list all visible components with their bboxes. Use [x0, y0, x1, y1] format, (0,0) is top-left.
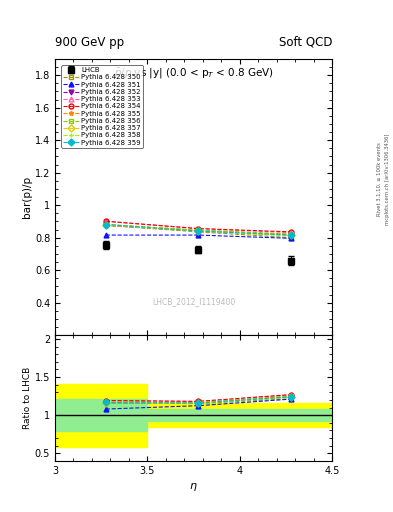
Line: Pythia 6.428 354: Pythia 6.428 354: [103, 219, 293, 234]
Line: Pythia 6.428 355: Pythia 6.428 355: [103, 222, 293, 237]
Pythia 6.428 351: [196, 232, 200, 238]
Text: LHCB_2012_I1119400: LHCB_2012_I1119400: [152, 297, 235, 307]
Line: Pythia 6.428 350: Pythia 6.428 350: [103, 223, 293, 240]
Line: Pythia 6.428 356: Pythia 6.428 356: [103, 222, 293, 237]
Y-axis label: Ratio to LHCB: Ratio to LHCB: [23, 367, 32, 429]
Pythia 6.428 358: [103, 221, 108, 227]
Pythia 6.428 352: [288, 232, 293, 238]
Pythia 6.428 356: [288, 231, 293, 238]
Text: $\bar{p}/p$ vs |y| (0.0 < p$_T$ < 0.8 GeV): $\bar{p}/p$ vs |y| (0.0 < p$_T$ < 0.8 Ge…: [114, 67, 274, 81]
Pythia 6.428 355: [196, 227, 200, 233]
Pythia 6.428 354: [288, 229, 293, 235]
Pythia 6.428 353: [103, 218, 108, 224]
Y-axis label: bar(p)/p: bar(p)/p: [22, 176, 32, 218]
Legend: LHCB, Pythia 6.428 350, Pythia 6.428 351, Pythia 6.428 352, Pythia 6.428 353, Py: LHCB, Pythia 6.428 350, Pythia 6.428 351…: [61, 65, 143, 148]
Line: Pythia 6.428 357: Pythia 6.428 357: [103, 223, 293, 238]
Text: Rivet 3.1.10, ≥ 100k events: Rivet 3.1.10, ≥ 100k events: [377, 142, 382, 216]
Line: Pythia 6.428 351: Pythia 6.428 351: [103, 232, 293, 241]
Pythia 6.428 351: [103, 232, 108, 238]
Pythia 6.428 355: [103, 221, 108, 227]
Text: 900 GeV pp: 900 GeV pp: [55, 36, 124, 49]
Bar: [55, 383, 147, 446]
Line: Pythia 6.428 358: Pythia 6.428 358: [103, 222, 293, 238]
Line: Pythia 6.428 359: Pythia 6.428 359: [103, 222, 293, 238]
Pythia 6.428 352: [103, 222, 108, 228]
Pythia 6.428 357: [288, 232, 293, 238]
Pythia 6.428 351: [288, 235, 293, 241]
Line: Pythia 6.428 352: Pythia 6.428 352: [103, 223, 293, 238]
Pythia 6.428 350: [103, 222, 108, 228]
Pythia 6.428 352: [196, 228, 200, 234]
Pythia 6.428 359: [196, 228, 200, 234]
Bar: [55, 399, 147, 431]
Pythia 6.428 358: [288, 233, 293, 239]
Text: Soft QCD: Soft QCD: [279, 36, 332, 49]
Pythia 6.428 354: [196, 225, 200, 231]
Pythia 6.428 359: [288, 232, 293, 238]
Pythia 6.428 356: [103, 221, 108, 227]
X-axis label: $\eta$: $\eta$: [189, 481, 198, 493]
Pythia 6.428 350: [288, 234, 293, 241]
Pythia 6.428 353: [196, 225, 200, 231]
Pythia 6.428 353: [288, 229, 293, 236]
Bar: [147, 403, 332, 427]
Pythia 6.428 357: [196, 228, 200, 234]
Bar: [147, 410, 332, 421]
Pythia 6.428 359: [103, 221, 108, 227]
Pythia 6.428 350: [196, 229, 200, 235]
Line: Pythia 6.428 353: Pythia 6.428 353: [103, 219, 293, 235]
Text: mcplots.cern.ch [arXiv:1306.3436]: mcplots.cern.ch [arXiv:1306.3436]: [385, 134, 389, 225]
Pythia 6.428 355: [288, 231, 293, 238]
Pythia 6.428 354: [103, 218, 108, 224]
Pythia 6.428 357: [103, 222, 108, 228]
Pythia 6.428 358: [196, 228, 200, 234]
Pythia 6.428 356: [196, 227, 200, 233]
